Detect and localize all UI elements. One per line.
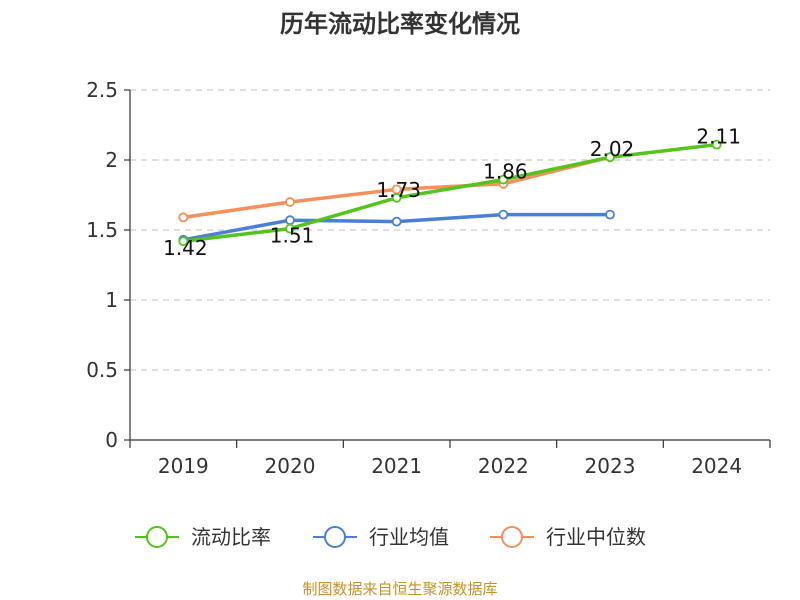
data-label: 1.73 (376, 178, 421, 202)
data-point (498, 209, 509, 220)
chart-title: 历年流动比率变化情况 (280, 10, 520, 38)
y-tick-label: 0.5 (86, 358, 118, 382)
legend-swatch-marker (501, 526, 523, 548)
data-label: 2.02 (590, 137, 635, 161)
y-tick-label: 2.5 (86, 78, 118, 102)
data-labels: 1.42 1.51 1.73 1.86 2.02 2.11 (163, 125, 741, 261)
legend-label: 行业均值 (369, 525, 449, 549)
series-lines (178, 139, 722, 247)
legend-label: 流动比率 (191, 525, 271, 549)
data-label: 1.51 (270, 224, 315, 248)
y-tick-label: 1.5 (86, 218, 118, 242)
x-tick-label: 2020 (265, 454, 316, 478)
data-point (605, 209, 615, 220)
y-tick-label: 1 (105, 288, 118, 312)
y-tick-label: 2 (105, 148, 118, 172)
x-tick-label: 2024 (691, 454, 742, 478)
grid-lines (130, 89, 770, 371)
data-point (178, 212, 189, 223)
x-tick-label: 2022 (478, 454, 529, 478)
x-tick-label: 2019 (158, 454, 209, 478)
data-label: 1.42 (163, 236, 208, 260)
data-point (605, 152, 615, 163)
x-tick-label: 2023 (585, 454, 636, 478)
legend-label: 行业中位数 (546, 525, 646, 549)
data-point (178, 236, 189, 247)
axes: 0 0.5 1 1.5 2 2.5 2019 2020 2021 2022 2023 2024 (86, 78, 771, 478)
data-point (711, 139, 722, 150)
source-note: 制图数据来自恒生聚源数据库 (302, 580, 497, 598)
data-point (498, 174, 509, 185)
legend-swatch-marker (146, 526, 168, 548)
data-point (285, 223, 295, 234)
x-tick-label: 2021 (371, 454, 422, 478)
data-point (285, 197, 295, 207)
data-point (391, 216, 402, 227)
legend-swatch-marker (324, 526, 346, 548)
series-line (181, 142, 719, 243)
data-label: 1.86 (483, 160, 528, 184)
y-tick-label: 0 (105, 428, 118, 452)
data-label: 2.11 (696, 125, 741, 149)
legend: 流动比率 行业均值 行业中位数 (135, 525, 646, 549)
data-point (391, 192, 402, 203)
